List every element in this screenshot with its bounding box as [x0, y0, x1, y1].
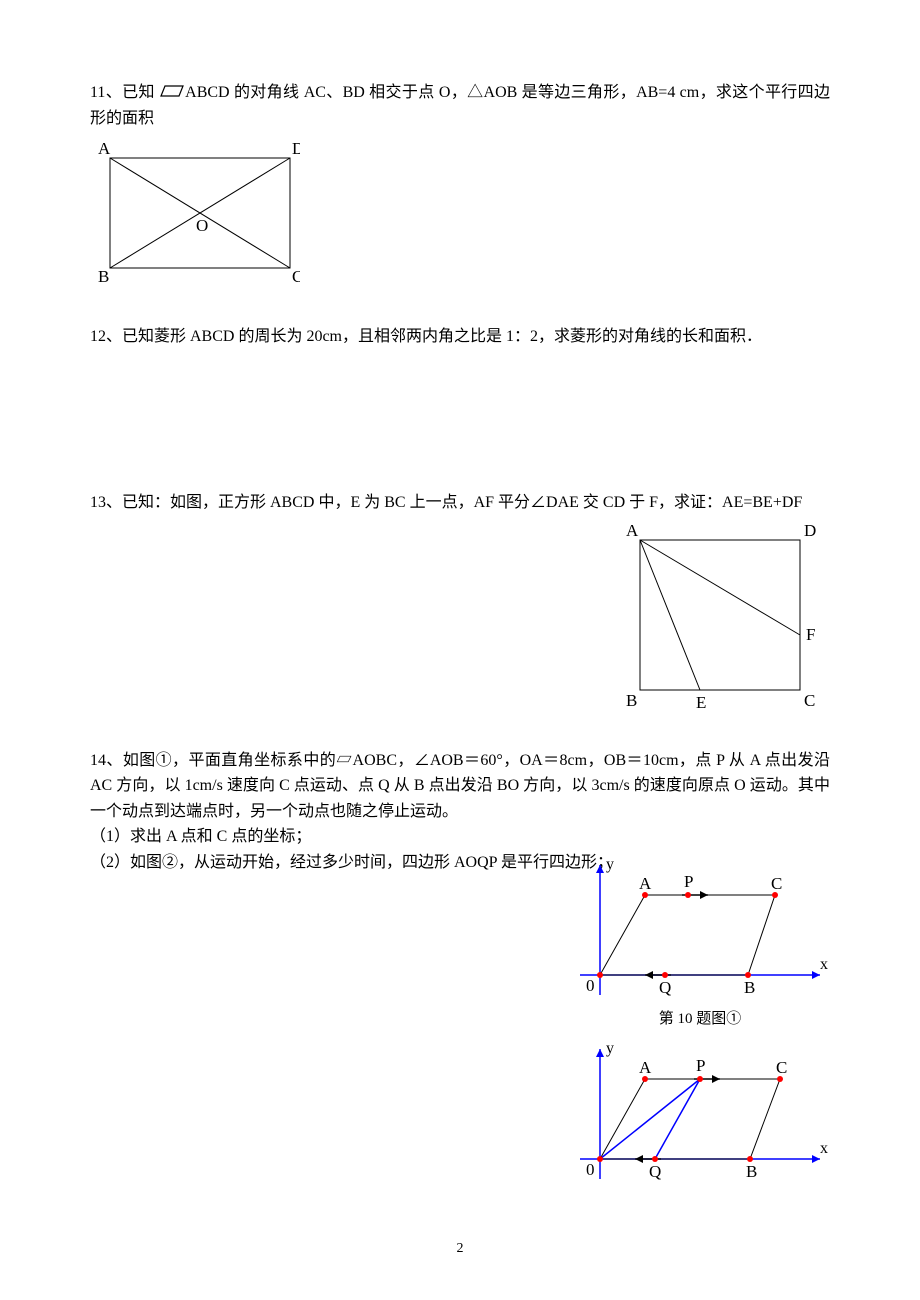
svg-text:A: A	[98, 139, 111, 158]
svg-text:C: C	[771, 874, 782, 893]
svg-text:x: x	[820, 956, 828, 973]
problem-14-sub1: （1）求出 A 点和 C 点的坐标；	[90, 824, 830, 850]
svg-text:B: B	[626, 691, 637, 710]
svg-text:x: x	[820, 1140, 828, 1157]
svg-text:B: B	[98, 267, 109, 286]
svg-text:P: P	[696, 1056, 705, 1075]
problem-12: 12、已知菱形 ABCD 的周长为 20cm，且相邻两内角之比是 1：2，求菱形…	[90, 324, 830, 350]
figure-11: A D B C O	[90, 138, 830, 297]
svg-text:D: D	[292, 139, 300, 158]
figure-13-wrap: A D B C E F	[90, 520, 830, 720]
problem-12-text: 12、已知菱形 ABCD 的周长为 20cm，且相邻两内角之比是 1：2，求菱形…	[90, 324, 830, 350]
page-number: 2	[457, 1238, 464, 1260]
problem-11: 11、已知 ABCD 的对角线 AC、BD 相交于点 O，△AOB 是等边三角形…	[90, 80, 830, 296]
figure-14-1-wrap: 0 A C B P Qy x 第 10 题图①	[90, 855, 830, 1031]
svg-text:F: F	[806, 625, 815, 644]
problem-11-text: 11、已知 ABCD 的对角线 AC、BD 相交于点 O，△AOB 是等边三角形…	[90, 80, 830, 132]
svg-text:C: C	[292, 267, 300, 286]
figure-14-1-caption: 第 10 题图①	[659, 1007, 742, 1031]
svg-text:Q: Q	[659, 978, 671, 997]
svg-text:B: B	[744, 978, 755, 997]
svg-text:A: A	[626, 521, 639, 540]
svg-text:B: B	[746, 1162, 757, 1181]
svg-text:D: D	[804, 521, 816, 540]
problem-14-main: 14、如图①，平面直角坐标系中的▱AOBC，∠AOB＝60°，OA＝8cm，OB…	[90, 748, 830, 825]
svg-text:O: O	[196, 216, 208, 235]
svg-text:C: C	[804, 691, 815, 710]
problem-13: 13、已知：如图，正方形 ABCD 中，E 为 BC 上一点，AF 平分∠DAE…	[90, 490, 830, 720]
problem-14: 14、如图①，平面直角坐标系中的▱AOBC，∠AOB＝60°，OA＝8cm，OB…	[90, 748, 830, 1190]
svg-text:P: P	[684, 872, 693, 891]
svg-text:0: 0	[586, 976, 595, 995]
svg-text:A: A	[639, 874, 652, 893]
problem-13-text: 13、已知：如图，正方形 ABCD 中，E 为 BC 上一点，AF 平分∠DAE…	[90, 490, 830, 516]
svg-text:y: y	[606, 856, 614, 873]
svg-text:Q: Q	[649, 1162, 661, 1181]
parallelogram-icon	[159, 81, 185, 107]
svg-text:0: 0	[586, 1160, 595, 1179]
p11-post: ABCD 的对角线 AC、BD 相交于点 O，△AOB 是等边三角形，AB=4 …	[90, 84, 830, 127]
svg-text:E: E	[696, 693, 706, 712]
p11-pre: 11、已知	[90, 84, 155, 101]
page: 11、已知 ABCD 的对角线 AC、BD 相交于点 O，△AOB 是等边三角形…	[0, 0, 920, 1300]
figure-14-2-wrap: 0 A C B P Qy x	[90, 1039, 830, 1189]
svg-text:A: A	[639, 1058, 652, 1077]
svg-text:C: C	[776, 1058, 787, 1077]
svg-text:y: y	[606, 1040, 614, 1057]
